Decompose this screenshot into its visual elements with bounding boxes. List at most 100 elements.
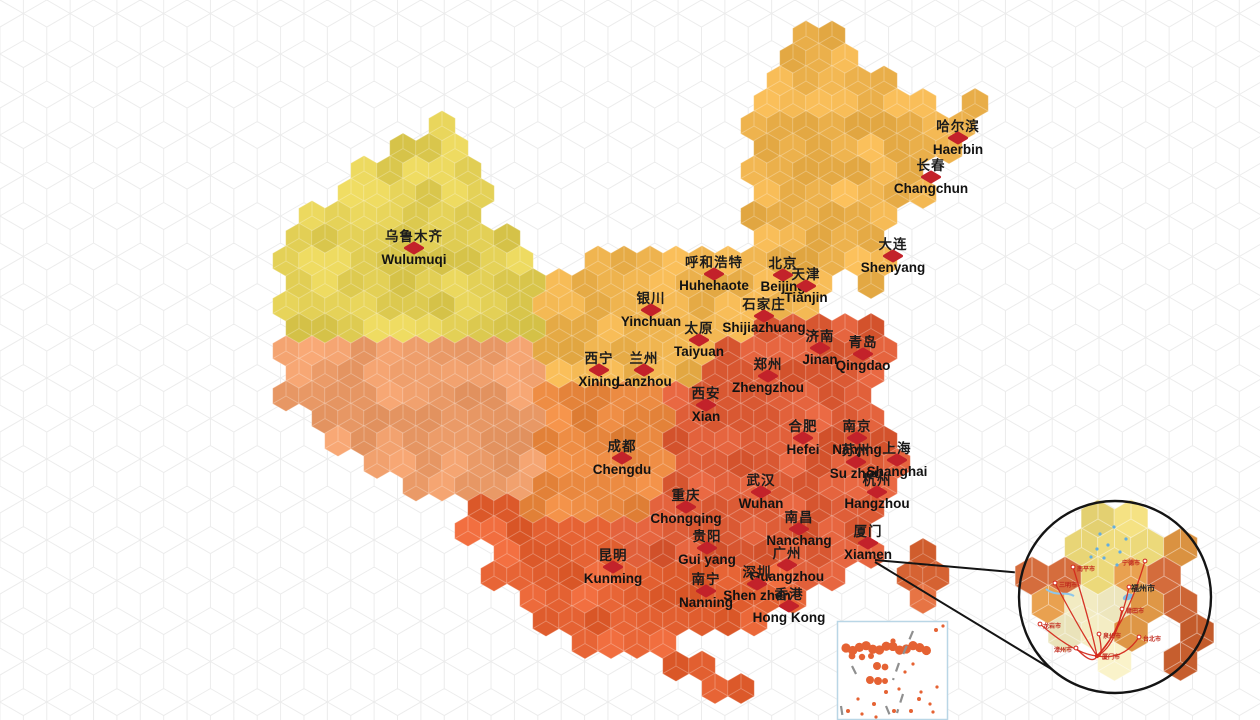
inset-hex-tile: [1114, 499, 1148, 539]
city-nanchang[interactable]: 南昌 Nanchang: [766, 509, 831, 548]
map-hex-tile: [402, 200, 430, 232]
map-hex-tile: [857, 493, 885, 524]
city-qingdao[interactable]: 青岛 Qingdao: [836, 334, 891, 373]
map-hex-tile: [441, 448, 469, 479]
magnifier-rim: [1017, 499, 1213, 695]
city-hangzhou[interactable]: 杭州 Hangzhou: [844, 472, 909, 511]
map-hex-tile: [519, 358, 547, 389]
map-hex-tile: [857, 223, 885, 254]
map-hex-tile: [389, 268, 417, 299]
map-hex-tile: [766, 470, 794, 502]
city-shen-zhen[interactable]: 深圳 Shen zhen: [723, 564, 791, 603]
location-diamond-icon: [676, 500, 696, 514]
map-hex-tile: [428, 155, 456, 187]
city-name-zh: 长春: [917, 157, 946, 173]
map-hex-tile: [337, 358, 365, 389]
map-hex-tile: [714, 470, 742, 502]
map-hex-tile: [584, 515, 612, 547]
map-hex-tile: [805, 493, 833, 524]
city-beijing[interactable]: 北京 Beijing: [760, 255, 805, 294]
map-hex-tile: [493, 403, 521, 434]
city-hefei[interactable]: 合肥 Hefei: [786, 418, 819, 457]
city-name-en: Zhengzhou: [732, 380, 804, 395]
map-hex-tile: [493, 538, 521, 569]
hex-facet-lines: [727, 672, 755, 705]
city-chongqing[interactable]: 重庆 Chongqing: [650, 487, 721, 526]
map-hex-tile: [493, 313, 521, 344]
map-hex-tile: [402, 425, 430, 457]
island-dot: [860, 712, 864, 716]
inset-hex-tile: [1081, 556, 1115, 596]
inset-hex-tile: [1048, 613, 1082, 653]
map-hex-tile: [428, 245, 456, 277]
south-china-sea-inset: [836, 620, 949, 720]
map-hex-tile: [610, 515, 638, 547]
map-hex-tile: [480, 470, 508, 502]
china-hex-map[interactable]: [272, 20, 989, 705]
city-wuhan[interactable]: 武汉 Wuhan: [739, 472, 784, 511]
city-guangzhou[interactable]: 广州 Guangzhou: [750, 545, 824, 584]
map-hex-tile: [597, 583, 625, 614]
map-hex-tile: [792, 290, 820, 322]
city-xian[interactable]: 西安 Xian: [692, 385, 721, 424]
map-hex-tile: [753, 88, 781, 119]
location-diamond-icon: [704, 267, 724, 281]
city-zhengzhou[interactable]: 郑州 Zhengzhou: [732, 356, 804, 395]
city-name-zh: 杭州: [863, 472, 892, 488]
city-haerbin[interactable]: 哈尔滨 Haerbin: [933, 118, 983, 157]
city-name-zh: 西宁: [585, 350, 614, 366]
city-tianjin[interactable]: 天津 Tianjin: [784, 266, 827, 305]
city-xiamen[interactable]: 厦门 Xiamen: [844, 523, 892, 562]
map-hex-tile: [727, 673, 755, 704]
map-hex-tile: [688, 560, 716, 592]
city-name-en: Shenyang: [861, 260, 926, 275]
map-hex-tile: [636, 335, 664, 367]
lake-dot: [1098, 532, 1102, 536]
map-hex-tile: [428, 200, 456, 232]
city-xining[interactable]: 西宁 Xining: [578, 350, 619, 389]
city-wulumuqi[interactable]: 乌鲁木齐 Wulumuqi: [382, 228, 447, 267]
city-su-zhou[interactable]: 苏州 Su zhou: [830, 442, 883, 481]
city-lanzhou[interactable]: 兰州 Lanzhou: [616, 350, 672, 389]
map-hex-tile: [883, 178, 911, 209]
map-hex-tile: [363, 358, 391, 389]
map-hex-tile: [792, 200, 820, 232]
map-hex-tile: [636, 245, 664, 277]
city-jinan[interactable]: 济南 Jinan: [802, 328, 837, 367]
city-shenyang[interactable]: 大连 Shenyang: [861, 236, 926, 275]
city-hong-kong[interactable]: 香港 Hong Kong: [753, 586, 826, 625]
city-name-zh: 苏州: [842, 442, 871, 458]
map-hex-tile: [571, 493, 599, 524]
map-hex-tile: [805, 268, 833, 299]
map-hex-tile: [337, 178, 365, 209]
map-hex-tile: [870, 200, 898, 232]
map-hex-tile: [753, 403, 781, 434]
map-hex-tile: [584, 425, 612, 457]
map-hex-tile: [714, 515, 742, 547]
city-huhehaote[interactable]: 呼和浩特 Huhehaote: [679, 254, 749, 293]
map-hex-tile: [610, 380, 638, 412]
map-hex-tile: [701, 673, 729, 704]
city-nanjing[interactable]: 南京 Nanjing: [832, 418, 882, 457]
nine-dash-line: [839, 630, 915, 720]
city-changchun[interactable]: 长春 Changchun: [894, 157, 968, 196]
map-hex-tile: [922, 110, 950, 142]
route-endpoint-dot: [1052, 580, 1058, 586]
city-gui-yang[interactable]: 贵阳 Gui yang: [678, 528, 736, 567]
city-shanghai[interactable]: 上海 Shanghai: [867, 440, 928, 479]
island-dot: [856, 697, 860, 701]
map-hex-tile: [571, 313, 599, 344]
map-hex-tile: [480, 245, 508, 277]
map-hex-tile: [363, 313, 391, 344]
city-kunming[interactable]: 昆明 Kunming: [584, 548, 643, 586]
city-yinchuan[interactable]: 银川 Yinchuan: [621, 290, 681, 329]
city-shijiazhuang[interactable]: 石家庄 Shijiazhuang: [722, 296, 805, 335]
map-hex-tile: [597, 493, 625, 524]
inset-hex-tile: [1031, 585, 1066, 624]
city-chengdu[interactable]: 成都 Chengdu: [593, 438, 652, 477]
city-taiyuan[interactable]: 太原 Taiyuan: [674, 320, 724, 359]
city-nanning[interactable]: 南宁 Nanning: [679, 571, 733, 610]
map-hex-tile: [532, 560, 560, 592]
location-diamond-icon: [696, 584, 716, 598]
